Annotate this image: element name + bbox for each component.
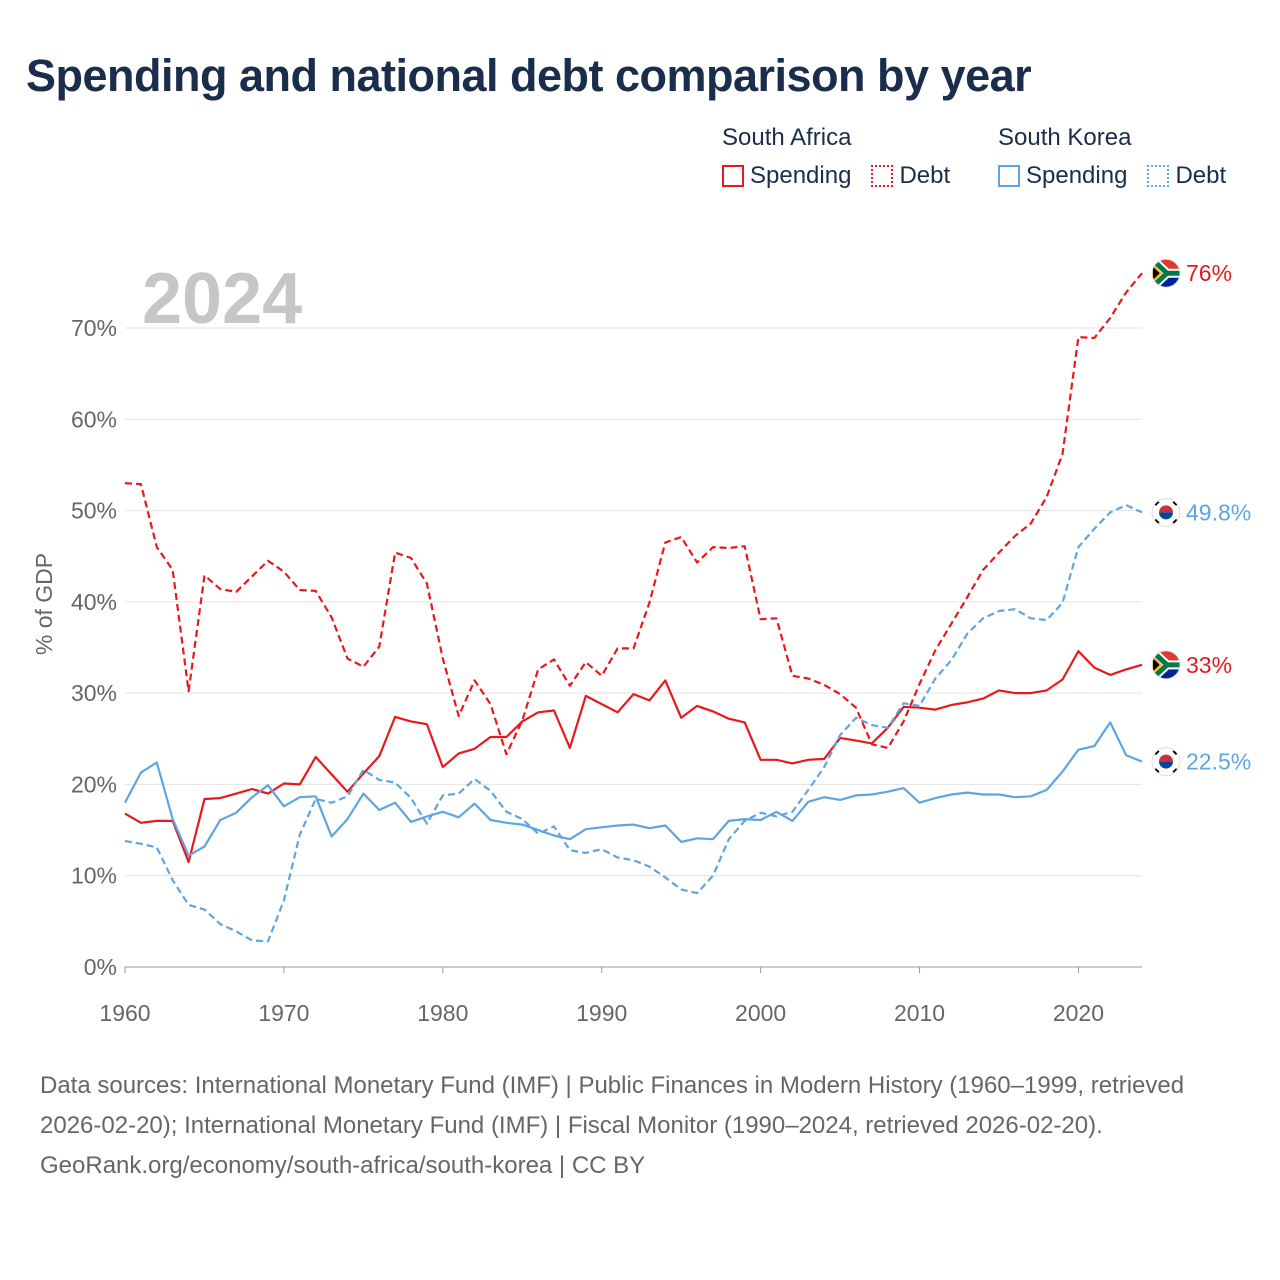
x-tick-label: 1960 <box>99 1000 150 1026</box>
end-value-label: 49.8% <box>1186 499 1251 525</box>
legend-label-spending: Spending <box>750 162 852 189</box>
south-korea-flag-icon <box>1151 747 1181 777</box>
series-line-south-korea-debt[interactable] <box>124 504 1143 943</box>
x-tick-label: 1990 <box>576 1000 627 1026</box>
y-tick-label: 70% <box>71 315 117 341</box>
end-value-label: 33% <box>1186 652 1232 678</box>
x-tick-label: 2000 <box>735 1000 786 1026</box>
y-tick-label: 40% <box>71 589 117 615</box>
legend-label-spending: Spending <box>1026 162 1128 189</box>
y-tick-label: 30% <box>71 680 117 706</box>
legend-item-south-africa-debt[interactable]: Debt <box>871 162 950 190</box>
year-overlay: 2024 <box>142 259 302 339</box>
legend-country-south-korea: South Korea <box>998 124 1132 151</box>
legend-group-south-africa: South Africa Spending Debt <box>722 124 950 190</box>
legend-swatch-dotted <box>871 165 894 187</box>
x-tick-label: 1980 <box>417 1000 468 1026</box>
end-value-label: 76% <box>1186 260 1232 286</box>
south-korea-flag-icon <box>1151 497 1181 527</box>
data-sources: Data sources: International Monetary Fun… <box>40 1072 1185 1139</box>
x-tick-label: 2020 <box>1053 1000 1104 1026</box>
footer: Data sources: International Monetary Fun… <box>40 1066 1240 1186</box>
legend-item-south-korea-debt[interactable]: Debt <box>1147 162 1226 190</box>
credit-link[interactable]: GeoRank.org/economy/south-africa/south-k… <box>40 1152 646 1179</box>
legend-item-south-korea-spending[interactable]: Spending <box>998 162 1127 190</box>
legend-group-south-korea: South Korea Spending Debt <box>998 124 1226 190</box>
x-tick-label: 2010 <box>894 1000 945 1026</box>
end-value-label: 22.5% <box>1186 749 1251 775</box>
y-tick-label: 20% <box>71 771 117 797</box>
legend-country-south-africa: South Africa <box>722 124 852 151</box>
south-africa-flag-icon <box>1151 258 1181 288</box>
legend-swatch-solid <box>722 165 744 187</box>
y-tick-label: 10% <box>71 863 117 889</box>
legend-label-debt: Debt <box>899 162 951 189</box>
legend-label-debt: Debt <box>1175 162 1227 189</box>
legend-swatch-solid <box>998 165 1020 187</box>
chart-title: Spending and national debt comparison by… <box>26 50 1032 101</box>
x-tick-label: 1970 <box>258 1000 309 1026</box>
y-tick-label: 0% <box>84 954 117 980</box>
series-line-south-africa-debt[interactable] <box>124 272 1143 756</box>
series-line-south-africa-spending[interactable] <box>124 650 1143 864</box>
south-africa-flag-icon <box>1151 650 1181 680</box>
legend-swatch-dotted <box>1147 165 1170 187</box>
y-tick-label: 60% <box>71 406 117 432</box>
legend-item-south-africa-spending[interactable]: Spending <box>722 162 851 190</box>
series-line-south-korea-spending[interactable] <box>124 721 1143 857</box>
line-chart: 2024 % of GDP 0% 10% 20% 30% 40% 50% 60% 70% 196… <box>31 258 1251 1026</box>
y-axis-label: % of GDP <box>31 553 57 655</box>
y-tick-label: 50% <box>71 498 117 524</box>
